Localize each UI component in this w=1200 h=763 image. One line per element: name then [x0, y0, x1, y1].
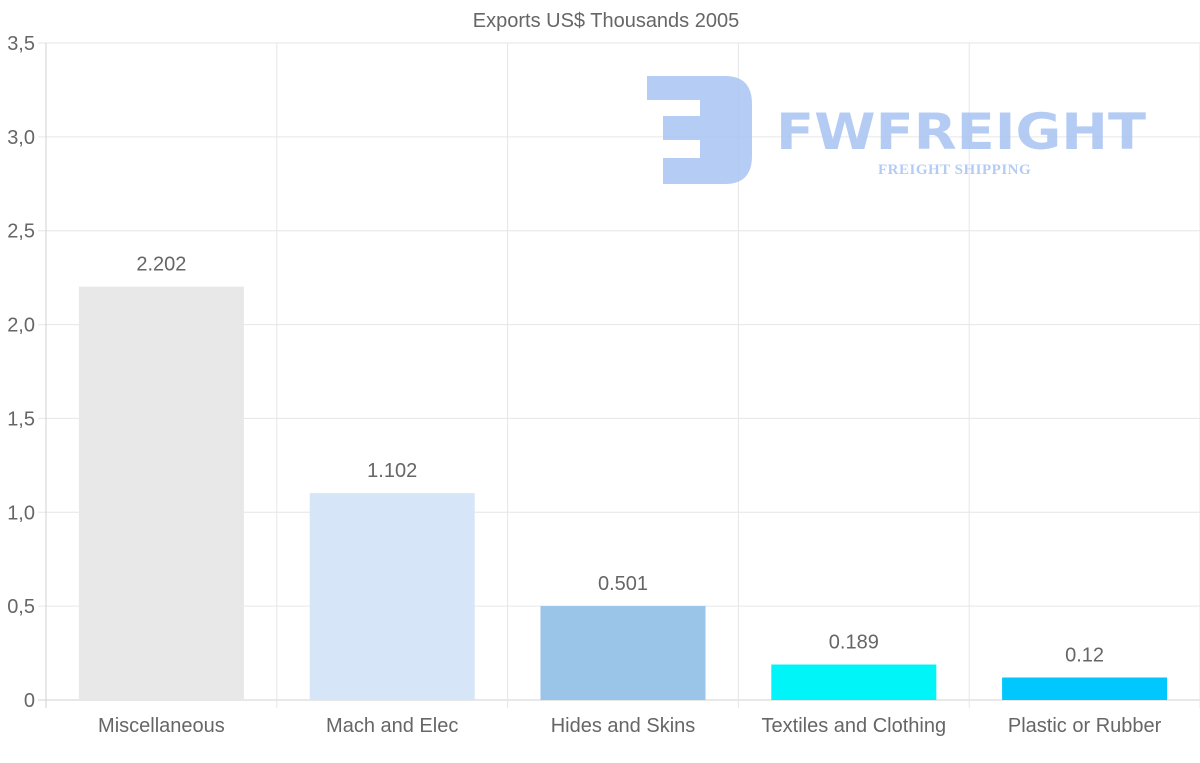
y-tick-label: 3,0 [7, 127, 35, 149]
watermark-tagline: FREIGHT SHIPPING [878, 162, 1031, 178]
y-tick-label: 1,0 [7, 502, 35, 524]
data-label: 0.189 [829, 632, 879, 654]
bar [1002, 677, 1168, 700]
x-tick-label: Plastic or Rubber [1008, 715, 1162, 737]
bar [771, 664, 937, 700]
bar [78, 286, 244, 700]
watermark-logo: FWFREIGHT FREIGHT SHIPPING [647, 76, 1146, 184]
bar [540, 605, 706, 700]
bar [309, 493, 475, 700]
y-tick-label: 2,5 [7, 221, 35, 243]
data-label: 2.202 [136, 254, 186, 276]
x-tick-label: Textiles and Clothing [762, 715, 947, 737]
bars [78, 286, 1168, 700]
y-tick-label: 0,5 [7, 596, 35, 618]
y-tick-label: 2,0 [7, 315, 35, 337]
chart-title: Exports US$ Thousands 2005 [473, 10, 739, 32]
value-labels: 2.202 1.102 0.501 0.189 0.12 [136, 254, 1104, 667]
fwfreight-logo-icon [647, 76, 752, 184]
y-axis-ticks: 0 0,5 1,0 1,5 2,0 2,5 3,0 3,5 [7, 33, 35, 712]
x-tick-label: Mach and Elec [326, 715, 458, 737]
x-tick-label: Miscellaneous [98, 715, 225, 737]
data-label: 1.102 [367, 460, 417, 482]
y-tick-label: 3,5 [7, 33, 35, 55]
data-label: 0.12 [1065, 644, 1104, 666]
watermark-brand: FWFREIGHT [776, 103, 1146, 161]
y-tick-label: 0 [24, 690, 35, 712]
x-tick-label: Hides and Skins [551, 715, 696, 737]
x-axis-labels: Miscellaneous Mach and Elec Hides and Skin… [98, 715, 1162, 737]
y-tick-label: 1,5 [7, 408, 35, 430]
data-label: 0.501 [598, 573, 648, 595]
